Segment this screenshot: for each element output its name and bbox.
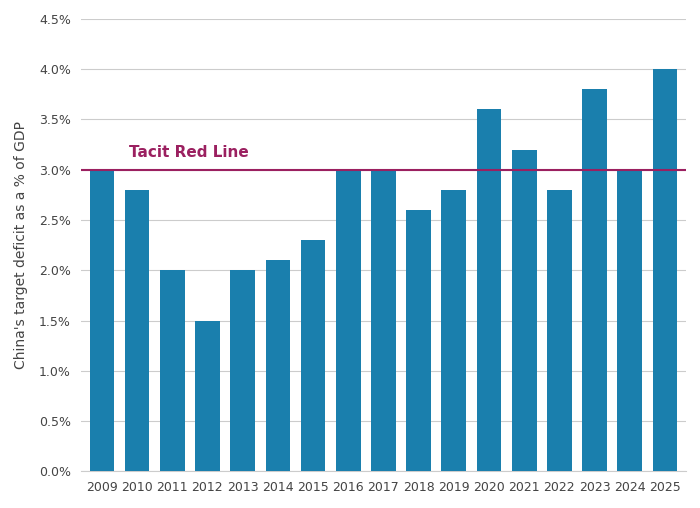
- Y-axis label: China's target deficit as a % of GDP: China's target deficit as a % of GDP: [14, 121, 28, 369]
- Bar: [90, 170, 114, 471]
- Bar: [582, 89, 607, 471]
- Bar: [477, 109, 501, 471]
- Bar: [336, 170, 360, 471]
- Bar: [547, 190, 572, 471]
- Text: Tacit Red Line: Tacit Red Line: [130, 145, 249, 160]
- Bar: [371, 170, 395, 471]
- Bar: [301, 240, 326, 471]
- Bar: [617, 170, 642, 471]
- Bar: [125, 190, 149, 471]
- Bar: [265, 260, 290, 471]
- Bar: [442, 190, 466, 471]
- Bar: [160, 270, 185, 471]
- Bar: [652, 69, 678, 471]
- Bar: [406, 210, 431, 471]
- Bar: [195, 321, 220, 471]
- Bar: [230, 270, 255, 471]
- Bar: [512, 150, 536, 471]
